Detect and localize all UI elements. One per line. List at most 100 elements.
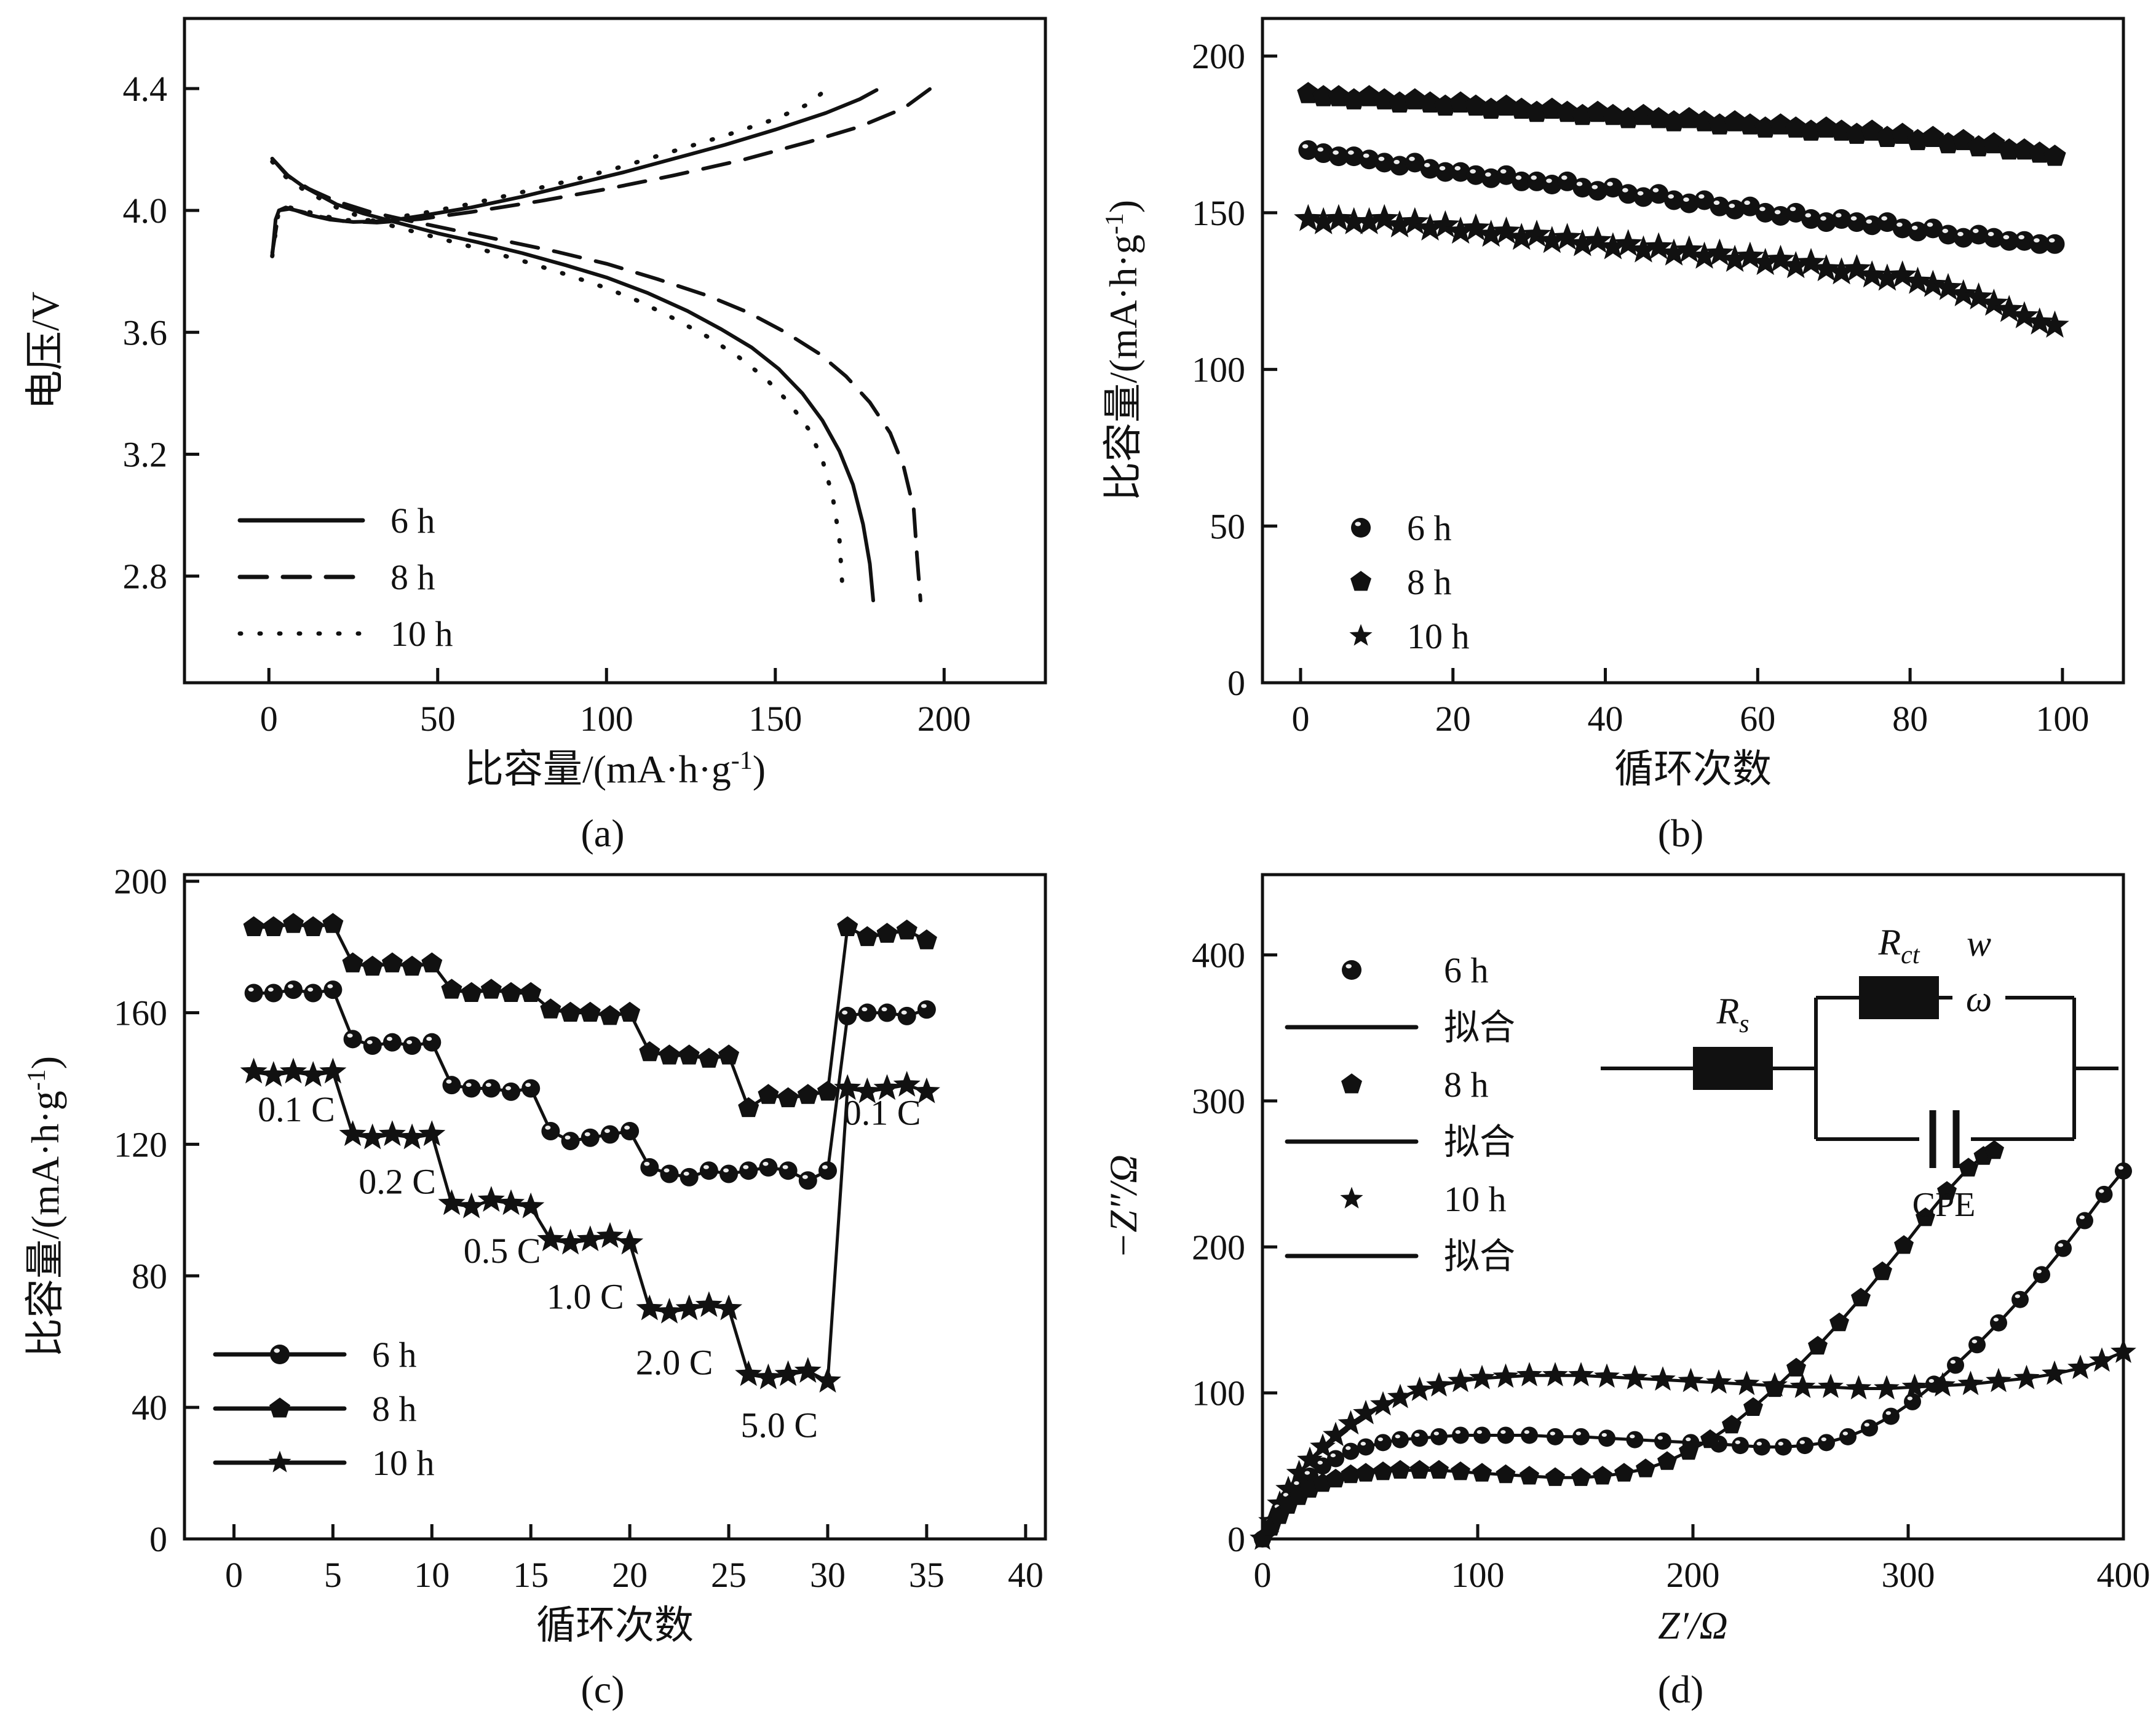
marker-pentagon [1679, 1441, 1698, 1460]
marker-circle-highlight [1455, 1430, 1460, 1434]
chart-c-x-axis-label: 循环次数 [536, 1604, 694, 1647]
marker-star [1857, 260, 1887, 288]
marker-star [656, 1297, 683, 1324]
marker-star [1629, 235, 1658, 263]
marker-star [1370, 204, 1399, 231]
y-tick-label: 3.6 [123, 312, 168, 352]
marker-circle-highlight [1409, 156, 1415, 161]
chart-c-panel-letter: (c) [581, 1667, 624, 1711]
marker-pentagon [876, 923, 898, 943]
marker-circle [270, 1345, 290, 1364]
marker-star [339, 1120, 367, 1147]
x-tick-label: 0 [1254, 1555, 1272, 1595]
circuit-label-omega: ω [1966, 979, 1992, 1019]
marker-circle-highlight [1744, 201, 1750, 205]
marker-star [1522, 220, 1552, 247]
marker-star [299, 1061, 327, 1087]
marker-pentagon [243, 916, 264, 936]
circuit-label-warburg-w: w [1967, 923, 1991, 964]
marker-circle-highlight [1683, 197, 1689, 202]
marker-circle-highlight [1896, 222, 1903, 227]
marker-circle-highlight [782, 1165, 788, 1169]
marker-pentagon [1312, 85, 1335, 106]
marker-pentagon [639, 1041, 660, 1062]
marker-circle [739, 1161, 758, 1180]
marker-circle [541, 1122, 560, 1141]
marker-pentagon [480, 979, 502, 999]
x-tick-label: 200 [917, 699, 971, 739]
marker-circle-highlight [2079, 1215, 2085, 1220]
marker-star [1594, 1363, 1620, 1388]
marker-star [2042, 1360, 2067, 1385]
marker-star [1812, 254, 1841, 282]
marker-circle [1572, 1428, 1590, 1445]
marker-circle-highlight [1866, 219, 1873, 224]
marker-circle [1351, 518, 1371, 538]
marker-star [378, 1120, 406, 1147]
marker-circle [798, 1171, 817, 1190]
x-tick-label: 60 [1740, 699, 1775, 739]
marker-star [280, 1057, 307, 1084]
marker-circle-highlight [703, 1165, 709, 1169]
marker-circle-highlight [1304, 1471, 1310, 1475]
marker-pentagon [1916, 1207, 1935, 1226]
y-tick-label: 160 [114, 993, 167, 1033]
x-tick-label: 25 [711, 1555, 747, 1595]
marker-star [1275, 1476, 1301, 1501]
marker-pentagon [501, 982, 522, 1002]
y-tick-label: 0 [149, 1519, 167, 1559]
marker-circle [2076, 1212, 2093, 1230]
marker-circle-highlight [1805, 213, 1812, 218]
marker-circle [264, 984, 283, 1003]
marker-circle-highlight [1414, 1433, 1420, 1437]
marker-pentagon [1350, 571, 1371, 591]
marker-star [1353, 1399, 1379, 1425]
marker-circle-highlight [644, 1161, 650, 1166]
marker-circle-highlight [1333, 150, 1339, 155]
panel-a: 0 50 100 150 200 2.8 3.2 3.6 4.0 4.4 6 h 8 h 10 h 电压… [0, 0, 1078, 856]
marker-circle-highlight [2058, 1243, 2063, 1247]
marker-star [1553, 223, 1582, 250]
marker-pentagon [1403, 88, 1426, 109]
marker-circle-highlight [1657, 1436, 1663, 1440]
marker-star [1789, 1373, 1816, 1398]
marker-circle-highlight [1972, 1339, 1977, 1344]
marker-circle [878, 1003, 897, 1022]
marker-circle-highlight [584, 1132, 590, 1137]
series-markers-8 h [243, 913, 937, 1118]
marker-circle [719, 1164, 739, 1183]
marker-pentagon [2043, 145, 2066, 166]
marker-circle-highlight [1395, 1434, 1400, 1439]
marker-pentagon [1785, 116, 1807, 138]
marker-circle-highlight [2018, 235, 2024, 240]
marker-circle-highlight [1735, 1440, 1740, 1444]
marker-pentagon [1830, 119, 1853, 141]
marker-star [1387, 1383, 1413, 1409]
marker-pentagon [2028, 141, 2051, 163]
marker-circle [1904, 1393, 1921, 1410]
marker-pentagon [599, 1005, 620, 1025]
marker-star [854, 1077, 881, 1103]
series-markers-10 h [240, 1057, 940, 1393]
annotation-rate-label: 1.0 C [547, 1277, 624, 1317]
marker-circle-highlight [2036, 1269, 2042, 1274]
marker-circle [581, 1128, 600, 1147]
marker-circle-highlight [1622, 188, 1628, 193]
marker-circle-highlight [1973, 228, 1979, 233]
legend: 6 h 8 h 10 h [1349, 508, 1470, 656]
marker-star [438, 1189, 466, 1215]
circuit-resistor-rs [1693, 1047, 1773, 1090]
marker-star [1614, 229, 1643, 256]
marker-circle [2033, 1266, 2050, 1284]
marker-circle [363, 1036, 382, 1055]
marker-circle-highlight [1330, 1453, 1336, 1458]
marker-star [1874, 1375, 1900, 1400]
marker-circle-highlight [1355, 522, 1361, 527]
marker-pentagon [1959, 1158, 1978, 1177]
marker-pentagon [738, 1097, 759, 1118]
x-tick-label: 100 [580, 699, 633, 739]
marker-pentagon [1327, 85, 1350, 106]
marker-circle [2115, 1162, 2132, 1180]
marker-circle-highlight [1821, 1437, 1826, 1442]
